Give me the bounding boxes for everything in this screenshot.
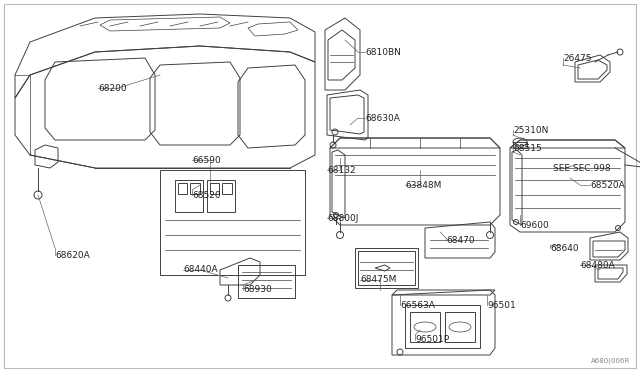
Text: 69600: 69600: [520, 221, 548, 230]
Text: 68640: 68640: [550, 244, 579, 253]
Text: A680(006R: A680(006R: [591, 357, 630, 364]
Text: 66590: 66590: [192, 155, 221, 164]
Text: 26475: 26475: [563, 54, 591, 62]
Text: 68520A: 68520A: [590, 180, 625, 189]
Text: 68480A: 68480A: [580, 260, 615, 269]
Text: 68800J: 68800J: [327, 214, 358, 222]
Text: 68470: 68470: [446, 235, 475, 244]
Text: 96501P: 96501P: [415, 336, 449, 344]
Text: 68620A: 68620A: [55, 250, 90, 260]
Text: 68630A: 68630A: [365, 113, 400, 122]
Text: 66563A: 66563A: [400, 301, 435, 310]
Text: 25310N: 25310N: [513, 125, 548, 135]
Text: 68930: 68930: [243, 285, 272, 295]
Text: 6810BN: 6810BN: [365, 48, 401, 57]
Text: 63848M: 63848M: [405, 180, 442, 189]
Text: 68132: 68132: [327, 166, 356, 174]
Text: 68440A: 68440A: [183, 266, 218, 275]
Text: 68515: 68515: [513, 144, 541, 153]
Text: 68200: 68200: [98, 83, 127, 93]
Text: 68475M: 68475M: [360, 276, 396, 285]
Text: 68520: 68520: [192, 190, 221, 199]
Text: SEE SEC.998: SEE SEC.998: [553, 164, 611, 173]
Text: 96501: 96501: [487, 301, 516, 310]
